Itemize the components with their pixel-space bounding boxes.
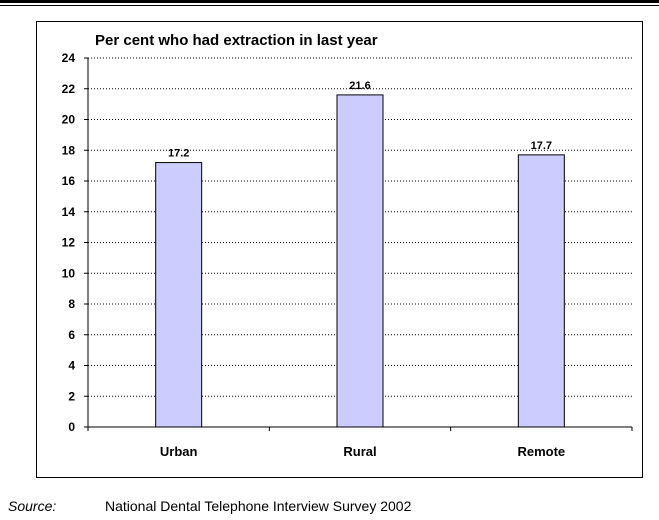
y-tick-label: 14 (62, 205, 76, 219)
data-label: 17.2 (168, 148, 189, 160)
y-tick-label: 10 (62, 266, 76, 280)
y-tick-label: 0 (68, 420, 75, 434)
data-labels: 17.2 21.6 17.7 (168, 80, 552, 160)
y-tick-label: 24 (62, 51, 76, 65)
data-label: 17.7 (531, 140, 552, 152)
axes (84, 57, 633, 431)
source-text: National Dental Telephone Interview Surv… (105, 498, 412, 514)
source-note: Source: National Dental Telephone Intervi… (8, 498, 411, 514)
y-tick-label: 22 (62, 82, 76, 96)
y-tick-label: 18 (62, 143, 76, 157)
y-tick-label: 16 (62, 174, 76, 188)
y-tick-label: 6 (68, 328, 75, 342)
source-label: Source: (8, 498, 57, 514)
y-tick-label: 12 (62, 236, 76, 250)
y-tick-label: 4 (68, 359, 75, 373)
bar-remote (517, 154, 565, 428)
top-rule-thin (0, 5, 659, 6)
category-label: Rural (343, 444, 376, 459)
y-tick-label: 20 (62, 113, 76, 127)
y-tick-label: 2 (68, 389, 75, 403)
x-category-labels: Urban Rural Remote (160, 444, 565, 459)
chart-title: Per cent who had extraction in last year (95, 32, 378, 49)
bar-urban (155, 162, 203, 428)
category-label: Remote (517, 444, 565, 459)
data-label: 21.6 (349, 80, 370, 92)
y-tick-label: 8 (68, 297, 75, 311)
top-rule (0, 0, 659, 3)
bar-rural (336, 94, 384, 428)
bars (155, 94, 565, 428)
chart-frame (36, 21, 643, 478)
category-label: Urban (160, 444, 198, 459)
